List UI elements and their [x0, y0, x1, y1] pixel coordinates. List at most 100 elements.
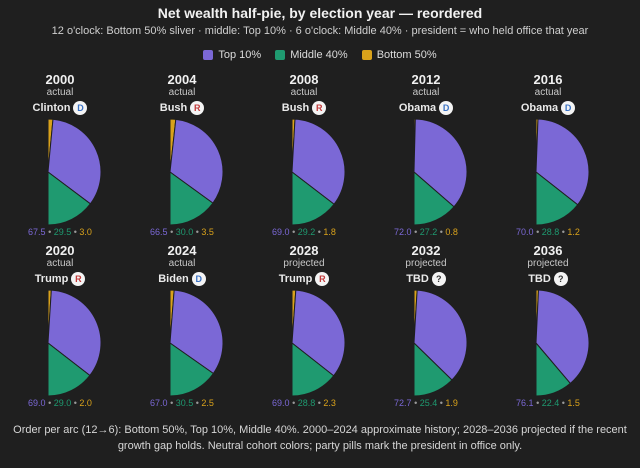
panel-year: 2024	[167, 243, 197, 258]
panel-2004: 2004 actual Bush R 66.5 • 30.0 • 3.5	[122, 72, 242, 242]
separator-dot: •	[167, 398, 176, 408]
value-middle40: 29.5	[53, 227, 72, 237]
separator-dot: •	[437, 398, 446, 408]
value-labels: 69.0 • 29.0 • 2.0	[0, 398, 120, 408]
slice-top10	[291, 289, 346, 377]
separator-dot: •	[533, 227, 542, 237]
slice-middle40	[413, 341, 453, 397]
panel-status: actual	[534, 87, 562, 98]
half-pie	[169, 289, 224, 397]
legend-swatch-bottom50	[361, 50, 372, 60]
legend: Top 10% Middle 40% Bottom 50%	[0, 49, 640, 61]
separator-dot: •	[45, 398, 54, 408]
separator-dot: •	[411, 398, 420, 408]
president-name: Biden	[158, 273, 189, 285]
separator-dot: •	[315, 398, 324, 408]
slice-top10	[413, 289, 468, 381]
value-labels: 67.5 • 29.5 • 3.0	[0, 227, 120, 237]
half-pie	[535, 289, 590, 397]
panel-year: 2000	[45, 72, 75, 87]
president-row: Trump R	[244, 272, 364, 286]
party-pill: ?	[553, 272, 568, 286]
value-middle40: 25.4	[419, 398, 438, 408]
party-pill: R	[315, 272, 330, 286]
panel-year: 2028	[289, 243, 319, 258]
president-row: Clinton D	[0, 101, 120, 115]
panel-2024: 2024 actual Biden D 67.0 • 30.5 • 2.5	[122, 243, 242, 413]
value-top10: 76.1	[516, 398, 534, 408]
value-bottom50: 3.0	[79, 227, 92, 237]
chart-title: Net wealth half-pie, by election year — …	[157, 5, 483, 21]
panel-status: actual	[46, 87, 74, 98]
value-bottom50: 1.9	[445, 398, 458, 408]
slice-middle40	[47, 170, 92, 226]
value-bottom50: 3.5	[201, 227, 214, 237]
value-middle40: 28.8	[541, 227, 560, 237]
panel-status: actual	[46, 258, 74, 269]
separator-dot: •	[533, 398, 542, 408]
president-name: Clinton	[32, 102, 71, 114]
slice-top10	[291, 118, 346, 205]
value-labels: 66.5 • 30.0 • 3.5	[122, 227, 242, 237]
party-pill: ?	[431, 272, 446, 286]
value-top10: 69.0	[28, 398, 46, 408]
legend-item-bottom50: Bottom 50%	[361, 49, 437, 61]
panel-2016: 2016 actual Obama D 70.0 • 28.8 • 1.2	[488, 72, 608, 242]
separator-dot: •	[193, 227, 202, 237]
value-labels: 67.0 • 30.5 • 2.5	[122, 398, 242, 408]
value-labels: 70.0 • 28.8 • 1.2	[488, 227, 608, 237]
slice-top10	[535, 118, 590, 206]
president-name: Obama	[520, 102, 559, 114]
slice-top10	[535, 289, 590, 385]
slice-top10	[169, 118, 224, 204]
value-middle40: 30.5	[175, 398, 194, 408]
half-pie	[291, 118, 346, 226]
value-top10: 70.0	[516, 227, 534, 237]
slice-middle40	[413, 170, 455, 226]
half-pie	[169, 118, 224, 226]
president-row: Trump R	[0, 272, 120, 286]
slice-top10	[47, 118, 102, 205]
panel-2008: 2008 actual Bush R 69.0 • 29.2 • 1.8	[244, 72, 364, 242]
panel-year: 2036	[533, 243, 563, 258]
legend-swatch-top10	[203, 50, 214, 60]
slice-middle40	[535, 341, 571, 397]
president-row: TBD?	[366, 272, 486, 286]
separator-dot: •	[315, 227, 324, 237]
panel-year: 2004	[167, 72, 197, 87]
footer-note: Order per arc (12→6): Bottom 50%, Top 10…	[0, 422, 640, 454]
president-name: Obama	[398, 102, 437, 114]
party-pill: R	[71, 272, 86, 286]
panel-status: actual	[168, 258, 196, 269]
value-top10: 67.5	[28, 227, 46, 237]
value-labels: 76.1 • 22.4 • 1.5	[488, 398, 608, 408]
president-name: TBD	[528, 273, 551, 285]
value-middle40: 27.2	[419, 227, 438, 237]
value-top10: 69.0	[272, 227, 290, 237]
slice-top10	[47, 289, 102, 377]
value-middle40: 30.0	[175, 227, 194, 237]
panel-status: projected	[405, 258, 447, 269]
legend-label-middle40: Middle 40%	[290, 49, 348, 61]
slice-middle40	[291, 341, 335, 397]
half-pie	[535, 118, 590, 226]
president-name: Bush	[159, 102, 188, 114]
value-bottom50: 2.5	[201, 398, 214, 408]
legend-item-middle40: Middle 40%	[275, 49, 348, 61]
value-top10: 72.7	[394, 398, 412, 408]
panel-year: 2020	[45, 243, 75, 258]
legend-label-top10: Top 10%	[218, 49, 262, 61]
president-row: Obama D	[366, 101, 486, 115]
value-bottom50: 1.5	[567, 398, 580, 408]
separator-dot: •	[193, 398, 202, 408]
party-pill: D	[73, 101, 88, 115]
slice-top10	[169, 289, 224, 375]
party-pill: D	[439, 101, 454, 115]
value-middle40: 29.0	[53, 398, 72, 408]
slice-top10	[413, 118, 468, 208]
president-row: Obama D	[488, 101, 608, 115]
value-middle40: 29.2	[297, 227, 316, 237]
value-top10: 67.0	[150, 398, 168, 408]
value-labels: 72.7 • 25.4 • 1.9	[366, 398, 486, 408]
panel-year: 2008	[289, 72, 319, 87]
